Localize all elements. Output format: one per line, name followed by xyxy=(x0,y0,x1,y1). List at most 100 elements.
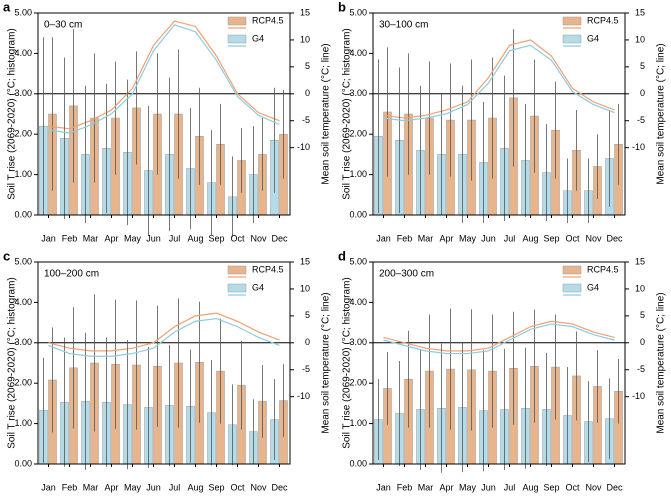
y2-tick-label: 10 xyxy=(635,34,645,44)
x-tick-label: Jul xyxy=(504,482,516,492)
x-tick-label: Aug xyxy=(522,233,538,243)
panel-label: d xyxy=(338,248,346,263)
y2-tick-label: 10 xyxy=(300,34,310,44)
y2-tick-label: -5 xyxy=(302,115,310,125)
y-tick-label: 5.00 xyxy=(349,7,367,17)
y2-axis-label: Mean soil temperature (°C; line) xyxy=(656,292,667,433)
panel-label: c xyxy=(3,248,10,263)
x-tick-label: Sep xyxy=(208,482,224,492)
x-tick-label: Sep xyxy=(208,233,224,243)
plot-frame xyxy=(37,261,291,465)
x-tick-label: Oct xyxy=(230,233,245,243)
y-axis-label: Soil T rise (2069-2020) (°C; histogram) xyxy=(342,277,353,448)
y2-tick-label: 5 xyxy=(305,310,310,320)
y2-tick-label: -5 xyxy=(637,364,645,374)
panel-label: a xyxy=(3,0,11,14)
y-tick-label: 5.00 xyxy=(14,7,32,17)
y-tick-label: 1.00 xyxy=(14,418,32,428)
legend-swatch xyxy=(227,16,247,26)
y2-tick-label: 5 xyxy=(640,61,645,71)
plot-frame xyxy=(37,12,291,216)
panel-title: 0–30 cm xyxy=(44,20,82,31)
y2-tick-label: 0 xyxy=(305,337,310,347)
legend-label: RCP4.5 xyxy=(587,264,619,274)
y2-tick-label: 15 xyxy=(300,7,310,17)
y-tick-label: 1.00 xyxy=(14,169,32,179)
y2-tick-label: 10 xyxy=(300,283,310,293)
x-tick-label: Jun xyxy=(146,482,161,492)
y-tick-label: 3.00 xyxy=(349,337,367,347)
temperature-line xyxy=(48,20,280,130)
panel-title: 100–200 cm xyxy=(44,269,99,280)
legend-label: RCP4.5 xyxy=(252,15,284,25)
temperature-line xyxy=(383,39,615,119)
x-tick-label: Dec xyxy=(606,482,623,492)
panel-label: b xyxy=(338,0,346,14)
y-axis-label: Soil T rise (2069-2020) (°C; histogram) xyxy=(7,28,18,199)
x-tick-label: Dec xyxy=(271,233,288,243)
y2-axis-label: Mean soil temperature (°C; line) xyxy=(656,43,667,184)
y2-tick-label: -10 xyxy=(632,391,645,401)
x-tick-label: Jul xyxy=(169,233,181,243)
y2-tick-label: 15 xyxy=(635,256,645,266)
x-tick-label: Jun xyxy=(481,233,496,243)
legend-swatch xyxy=(227,265,247,275)
legend-swatch xyxy=(227,34,247,44)
x-tick-label: Jul xyxy=(169,482,181,492)
y2-tick-label: -10 xyxy=(297,391,310,401)
y-tick-label: 4.00 xyxy=(349,48,367,58)
x-tick-label: Apr xyxy=(104,482,118,492)
temperature-line xyxy=(48,24,280,134)
y-tick-label: 0.00 xyxy=(14,209,32,219)
temperature-line xyxy=(48,317,280,357)
x-tick-label: Sep xyxy=(543,233,559,243)
x-tick-label: Jan xyxy=(41,233,56,243)
legend-label: RCP4.5 xyxy=(587,15,619,25)
panel-title: 200–300 cm xyxy=(379,269,434,280)
x-tick-label: Oct xyxy=(565,233,580,243)
y-tick-label: 3.00 xyxy=(14,88,32,98)
legend-swatch xyxy=(562,265,582,275)
x-tick-label: Aug xyxy=(522,482,538,492)
x-tick-label: Dec xyxy=(606,233,623,243)
y2-tick-label: 5 xyxy=(640,310,645,320)
legend-swatch xyxy=(227,283,247,293)
x-tick-label: Jan xyxy=(41,482,56,492)
y2-tick-label: 15 xyxy=(300,256,310,266)
y-tick-label: 4.00 xyxy=(14,48,32,58)
x-tick-label: Jan xyxy=(376,482,391,492)
y-tick-label: 2.00 xyxy=(349,129,367,139)
x-tick-label: Sep xyxy=(543,482,559,492)
legend-label: G4 xyxy=(252,33,264,43)
y2-tick-label: 10 xyxy=(635,283,645,293)
x-tick-label: Aug xyxy=(187,233,203,243)
y-tick-label: 4.00 xyxy=(349,297,367,307)
x-tick-label: Mar xyxy=(418,482,434,492)
x-tick-label: Feb xyxy=(62,482,78,492)
x-tick-label: Jun xyxy=(146,233,161,243)
x-tick-label: Jun xyxy=(481,482,496,492)
y2-tick-label: 0 xyxy=(305,88,310,98)
x-tick-label: Oct xyxy=(230,482,245,492)
x-tick-label: May xyxy=(459,482,477,492)
plot-frame xyxy=(372,261,626,465)
x-tick-label: Nov xyxy=(250,233,267,243)
y2-axis-label: Mean soil temperature (°C; line) xyxy=(321,292,332,433)
y-tick-label: 5.00 xyxy=(14,256,32,266)
legend-label: RCP4.5 xyxy=(252,264,284,274)
y2-tick-label: 5 xyxy=(305,61,310,71)
y-tick-label: 1.00 xyxy=(349,169,367,179)
y2-tick-label: 0 xyxy=(640,337,645,347)
x-tick-label: Mar xyxy=(418,233,434,243)
y2-tick-label: 0 xyxy=(640,88,645,98)
x-tick-label: Jan xyxy=(376,233,391,243)
y-tick-label: 3.00 xyxy=(14,337,32,347)
y2-tick-label: -5 xyxy=(637,115,645,125)
y-tick-label: 0.00 xyxy=(349,458,367,468)
y-tick-label: 1.00 xyxy=(349,418,367,428)
y-tick-label: 5.00 xyxy=(349,256,367,266)
x-tick-label: Aug xyxy=(187,482,203,492)
legend-label: G4 xyxy=(587,33,599,43)
legend-label: G4 xyxy=(252,282,264,292)
